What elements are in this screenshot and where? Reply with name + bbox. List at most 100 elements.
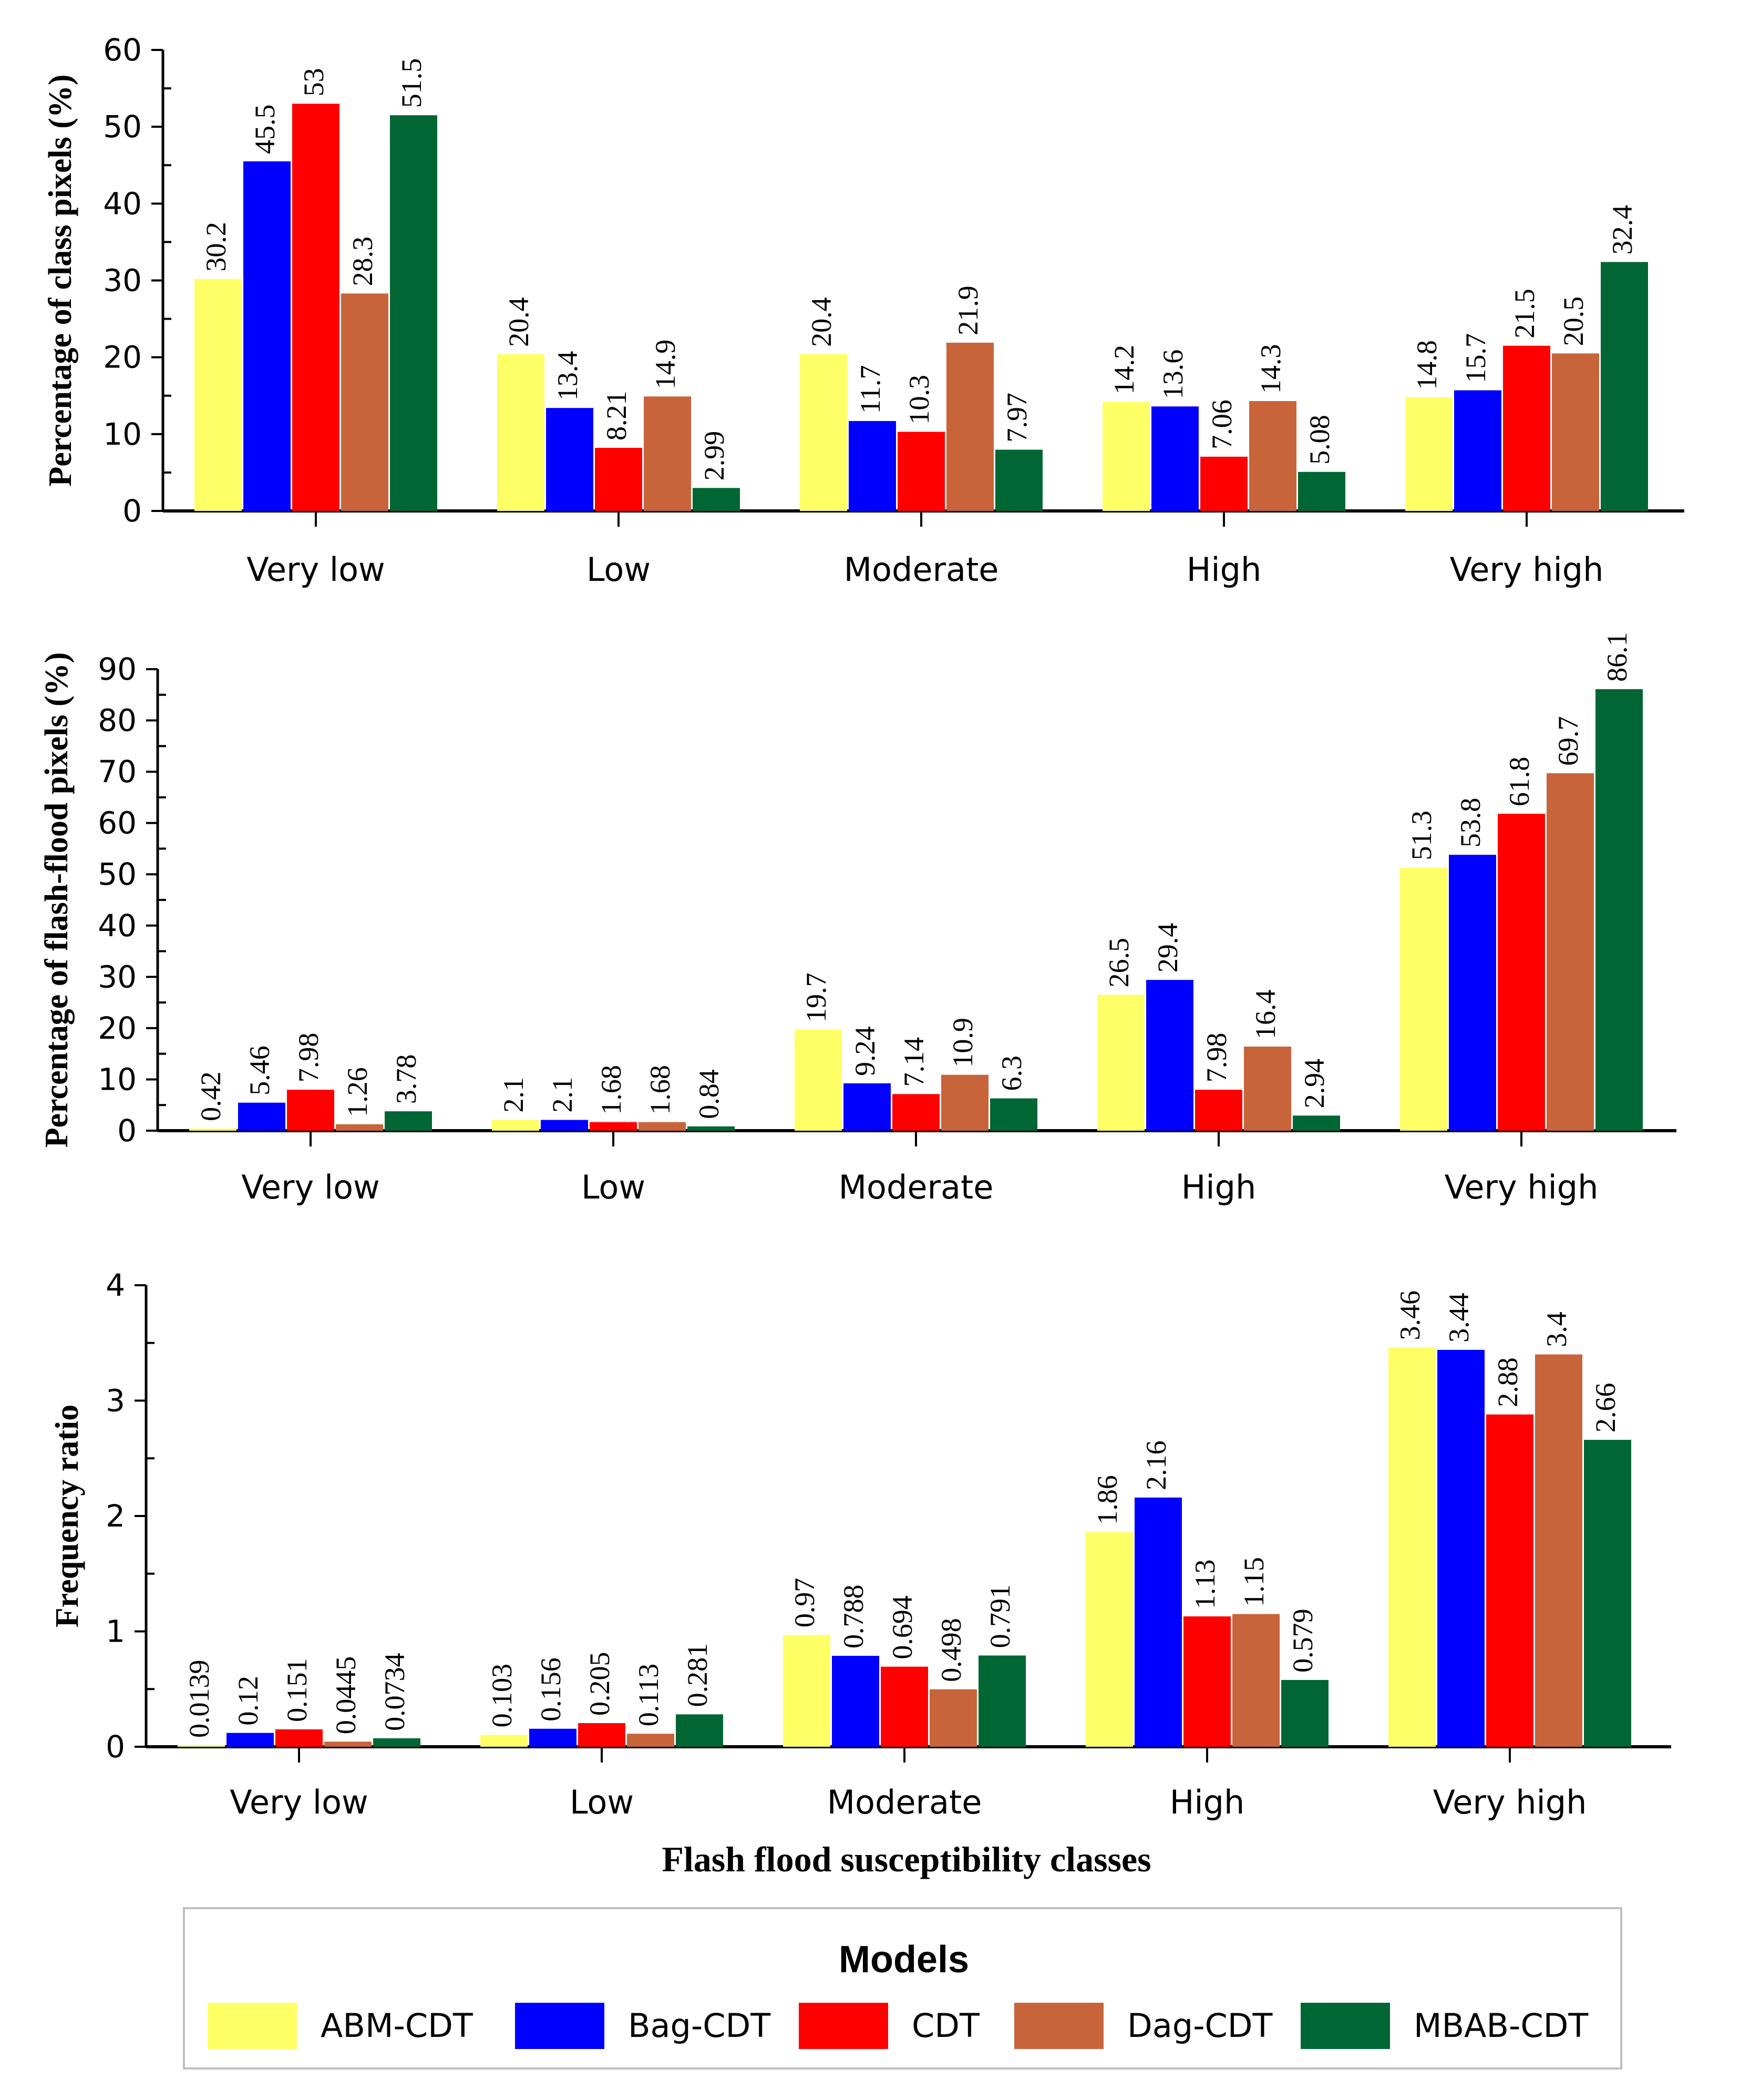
bar-abm-cdt — [189, 1128, 236, 1131]
data-label: 14.9 — [650, 340, 681, 390]
chart-1: 0 10 20 30 40 50 60 Percentage of class pixels … — [43, 32, 1684, 589]
data-label: 1.26 — [342, 1067, 373, 1117]
bar-mbab-cdt — [1293, 1115, 1340, 1131]
bar-mbab-cdt — [1595, 689, 1643, 1131]
legend-item-dag-cdt: Dag-CDT — [1014, 2003, 1273, 2049]
bar-mbab-cdt — [373, 1738, 420, 1747]
legend-items: ABM-CDT Bag-CDT CDT Dag-CDT MBAB-CDT — [208, 2003, 1589, 2049]
bar-cdt — [881, 1666, 928, 1747]
y-tick-label: 4 — [106, 1267, 125, 1303]
data-label: 10.3 — [903, 375, 935, 425]
data-label: 11.7 — [854, 365, 886, 414]
data-label: 7.98 — [293, 1033, 324, 1083]
bar-dag-cdt — [1244, 1047, 1291, 1131]
bar-dag-cdt — [1249, 401, 1296, 511]
chart-3: 0 1 2 3 4 Frequency ratio Very low 0.0139 0.12 0.… — [49, 1267, 1671, 1821]
bar-abm-cdt — [194, 279, 242, 511]
bar-cdt — [898, 432, 945, 511]
data-label: 51.5 — [396, 58, 427, 108]
bar-dag-cdt — [1535, 1354, 1582, 1747]
bar-dag-cdt — [1232, 1614, 1280, 1747]
data-label: 3.78 — [390, 1054, 422, 1104]
data-label: 53 — [298, 68, 330, 96]
category-label: Very low — [241, 1168, 380, 1206]
data-label: 5.08 — [1304, 415, 1335, 465]
bar-bag-cdt — [1146, 980, 1193, 1131]
data-label: 0.694 — [887, 1595, 918, 1659]
data-label: 20.4 — [503, 297, 534, 347]
y-axis-title: Percentage of class pixels (%) — [43, 75, 78, 487]
bar-bag-cdt — [1135, 1497, 1182, 1747]
chart-2: 0 10 20 30 40 50 60 70 80 90 Percentage of flash-f… — [39, 632, 1676, 1206]
data-label: 1.86 — [1092, 1475, 1123, 1525]
bar-abm-cdt — [795, 1029, 842, 1131]
category-label: Very high — [1445, 1168, 1599, 1206]
y-tick-label: 0 — [117, 1113, 137, 1149]
bar-bag-cdt — [546, 408, 593, 511]
bar-mbab-cdt — [687, 1126, 735, 1131]
category-label: Low — [586, 550, 651, 589]
y-tick-label: 90 — [98, 651, 137, 687]
data-label: 2.94 — [1299, 1059, 1330, 1109]
legend-swatch — [1014, 2003, 1104, 2049]
bar-abm-cdt — [1103, 402, 1150, 511]
category-label: High — [1181, 1168, 1257, 1206]
y-tick-label: 0 — [122, 493, 142, 529]
data-label: 0.156 — [535, 1657, 567, 1722]
bar-bag-cdt — [832, 1656, 879, 1747]
y-tick-label: 3 — [106, 1383, 125, 1419]
data-label: 1.13 — [1189, 1559, 1221, 1609]
bar-dag-cdt — [324, 1742, 372, 1747]
data-label: 0.498 — [935, 1618, 967, 1682]
data-label: 1.68 — [644, 1065, 676, 1115]
data-label: 8.21 — [601, 391, 632, 441]
legend-label: Bag-CDT — [628, 2006, 771, 2045]
bar-bag-cdt — [1437, 1349, 1485, 1747]
bar-cdt — [275, 1729, 323, 1747]
bar-abm-cdt — [178, 1745, 225, 1747]
legend-item-abm-cdt: ABM-CDT — [208, 2003, 473, 2049]
bar-abm-cdt — [1400, 867, 1447, 1131]
data-label: 0.579 — [1287, 1609, 1319, 1673]
y-tick-label: 20 — [103, 340, 142, 375]
category-label: High — [1170, 1783, 1245, 1821]
y-tick-label: 30 — [98, 959, 137, 995]
bar-abm-cdt — [1097, 995, 1145, 1131]
bar-abm-cdt — [800, 354, 847, 511]
data-label: 2.1 — [498, 1077, 529, 1113]
bar-abm-cdt — [497, 354, 544, 511]
bar-cdt — [1503, 345, 1550, 511]
category-label: Low — [570, 1783, 634, 1821]
bar-mbab-cdt — [1601, 262, 1648, 511]
bar-dag-cdt — [930, 1689, 977, 1747]
data-label: 0.84 — [693, 1069, 725, 1119]
data-label: 0.42 — [195, 1071, 226, 1121]
bar-dag-cdt — [639, 1122, 686, 1131]
bar-cdt — [590, 1122, 637, 1131]
data-label: 14.2 — [1108, 345, 1140, 395]
bar-cdt — [1486, 1414, 1533, 1747]
legend-item-cdt: CDT — [799, 2003, 980, 2049]
bar-cdt — [1195, 1090, 1242, 1131]
y-tick-label: 80 — [98, 703, 137, 739]
data-label: 45.5 — [249, 104, 281, 154]
data-label: 61.8 — [1504, 757, 1535, 807]
data-label: 0.0139 — [183, 1659, 215, 1738]
y-tick-label: 0 — [106, 1729, 125, 1765]
legend-swatch — [1301, 2003, 1390, 2049]
bar-bag-cdt — [1449, 855, 1496, 1131]
data-label: 21.9 — [952, 285, 984, 335]
y-tick-label: 60 — [103, 32, 142, 68]
bar-dag-cdt — [946, 342, 994, 511]
bar-bag-cdt — [849, 421, 896, 511]
bar-mbab-cdt — [1281, 1679, 1329, 1747]
data-label: 14.8 — [1411, 340, 1443, 390]
bar-bag-cdt — [1454, 390, 1501, 511]
legend-swatch — [799, 2003, 888, 2049]
bar-mbab-cdt — [693, 488, 740, 511]
data-label: 15.7 — [1460, 333, 1491, 383]
data-label: 2.99 — [698, 431, 730, 481]
category-label: High — [1187, 550, 1262, 589]
